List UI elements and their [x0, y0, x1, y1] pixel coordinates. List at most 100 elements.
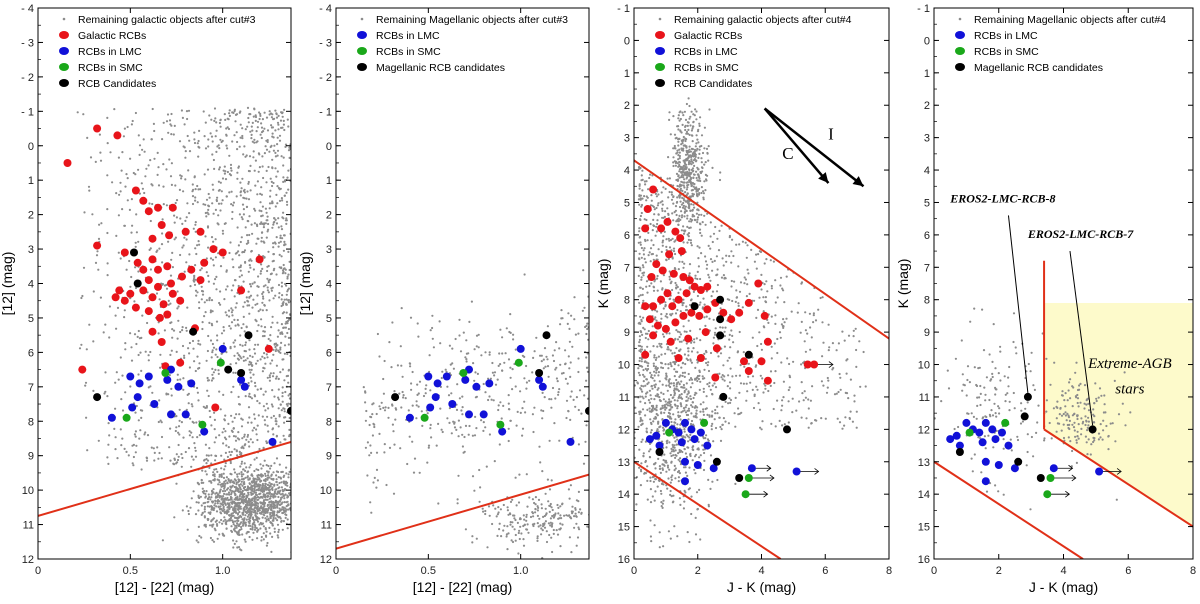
data-point	[655, 441, 664, 450]
data-point	[154, 265, 162, 274]
data-point	[744, 350, 753, 359]
data-point	[981, 418, 990, 427]
upper-limit-arrowhead	[1068, 464, 1074, 472]
data-point	[978, 438, 987, 447]
legend-label: Galactic RCBs	[78, 30, 146, 42]
upper-limit-arrowhead	[1065, 490, 1070, 498]
data-point	[975, 428, 984, 437]
annotation-stars: stars	[1115, 382, 1144, 398]
data-point	[709, 464, 718, 473]
legend: Remaining galactic objects after cut#3 Ga…	[59, 14, 256, 90]
y-tick-label: 1	[326, 175, 332, 187]
vector-I	[763, 107, 865, 188]
data-point	[181, 410, 190, 419]
x-tick-label: 8	[1190, 565, 1196, 577]
y-tick-label: 9	[624, 327, 630, 339]
y-tick-label: 1	[624, 68, 630, 80]
y-tick-label: 16	[618, 554, 630, 566]
legend-label: Remaining Magellanic objects after cut#4	[974, 14, 1166, 26]
data-point	[998, 428, 1006, 437]
data-point	[498, 427, 507, 436]
annotation-pointer-rcb8	[1007, 215, 1029, 393]
legend-label: RCBs in SMC	[674, 62, 739, 74]
data-point	[405, 413, 414, 422]
agb-cloud	[1019, 361, 1132, 501]
data-point	[665, 250, 674, 259]
data-point	[735, 474, 744, 482]
data-point	[107, 413, 116, 422]
data-point	[681, 477, 689, 486]
cut-line-3	[1043, 428, 1193, 528]
data-point	[696, 286, 705, 294]
y-tick-label: 12	[918, 424, 930, 436]
x-tick-label: 0.5	[421, 565, 436, 577]
data-point	[167, 410, 175, 419]
data-point	[981, 457, 990, 466]
legend: Remaining Magellanic objects after cut#3…	[357, 14, 568, 74]
y-tick-label: 8	[28, 416, 34, 428]
data-point	[168, 289, 177, 298]
data-point	[535, 375, 544, 384]
y-tick-label: 6	[624, 230, 630, 242]
data-point	[176, 296, 185, 305]
data-point	[240, 382, 249, 391]
data-point	[981, 477, 990, 486]
data-point	[150, 400, 159, 408]
data-point	[681, 457, 689, 466]
y-tick-label: 2	[28, 210, 34, 222]
data-point	[700, 418, 709, 427]
x-axis-label: [12] - [22] (mag)	[115, 579, 215, 595]
data-point	[657, 295, 666, 304]
x-tick-label: 2	[695, 565, 701, 577]
data-point	[663, 289, 672, 298]
x-tick-label: 1.0	[215, 565, 230, 577]
legend-marker-background	[62, 17, 66, 21]
cut-line-2	[634, 460, 782, 559]
data-point	[131, 186, 140, 195]
data-point	[657, 224, 666, 233]
vector-head-C	[818, 172, 829, 184]
y-tick-label: 6	[924, 230, 930, 242]
data-point	[763, 337, 772, 346]
data-point	[155, 313, 164, 322]
y-tick-label: 5	[624, 197, 630, 209]
data-point	[1043, 490, 1052, 499]
x-axis: 0 0.5 1.0	[333, 8, 528, 577]
y-tick-label: - 1	[617, 3, 630, 15]
data-point	[218, 344, 227, 353]
data-point	[209, 245, 218, 254]
x-axis: 0 2 4 6 8	[931, 8, 1196, 577]
data-point	[792, 467, 801, 476]
legend-marker	[357, 31, 367, 39]
y-tick-label: 4	[28, 279, 34, 291]
data-point	[113, 131, 122, 140]
cut-line-1	[934, 460, 1084, 559]
data-point	[716, 295, 725, 304]
data-point	[740, 357, 748, 366]
x-tick-label: 2	[996, 565, 1002, 577]
data-point	[671, 318, 680, 327]
data-point	[757, 357, 766, 366]
data-point	[661, 418, 670, 427]
series-galactic-rcbs	[63, 124, 273, 412]
data-point	[442, 372, 451, 381]
data-point	[988, 425, 997, 434]
data-point	[744, 474, 753, 482]
data-point	[465, 410, 473, 419]
data-point	[727, 315, 736, 324]
annotation-pointer-rcb7	[1069, 251, 1094, 426]
y-tick-label: 10	[320, 485, 332, 497]
y-tick-label: 12	[618, 424, 630, 436]
data-point	[1001, 418, 1010, 427]
upper-limit-arrowhead	[1116, 468, 1122, 475]
data-point	[682, 289, 691, 298]
y-tick-label: - 2	[319, 72, 332, 84]
data-point	[681, 418, 689, 427]
y-tick-label: 6	[326, 347, 332, 359]
data-point	[431, 393, 440, 402]
data-point	[747, 464, 756, 473]
data-point	[63, 159, 72, 167]
data-point	[115, 286, 124, 295]
y-tick-label: 5	[326, 313, 332, 325]
